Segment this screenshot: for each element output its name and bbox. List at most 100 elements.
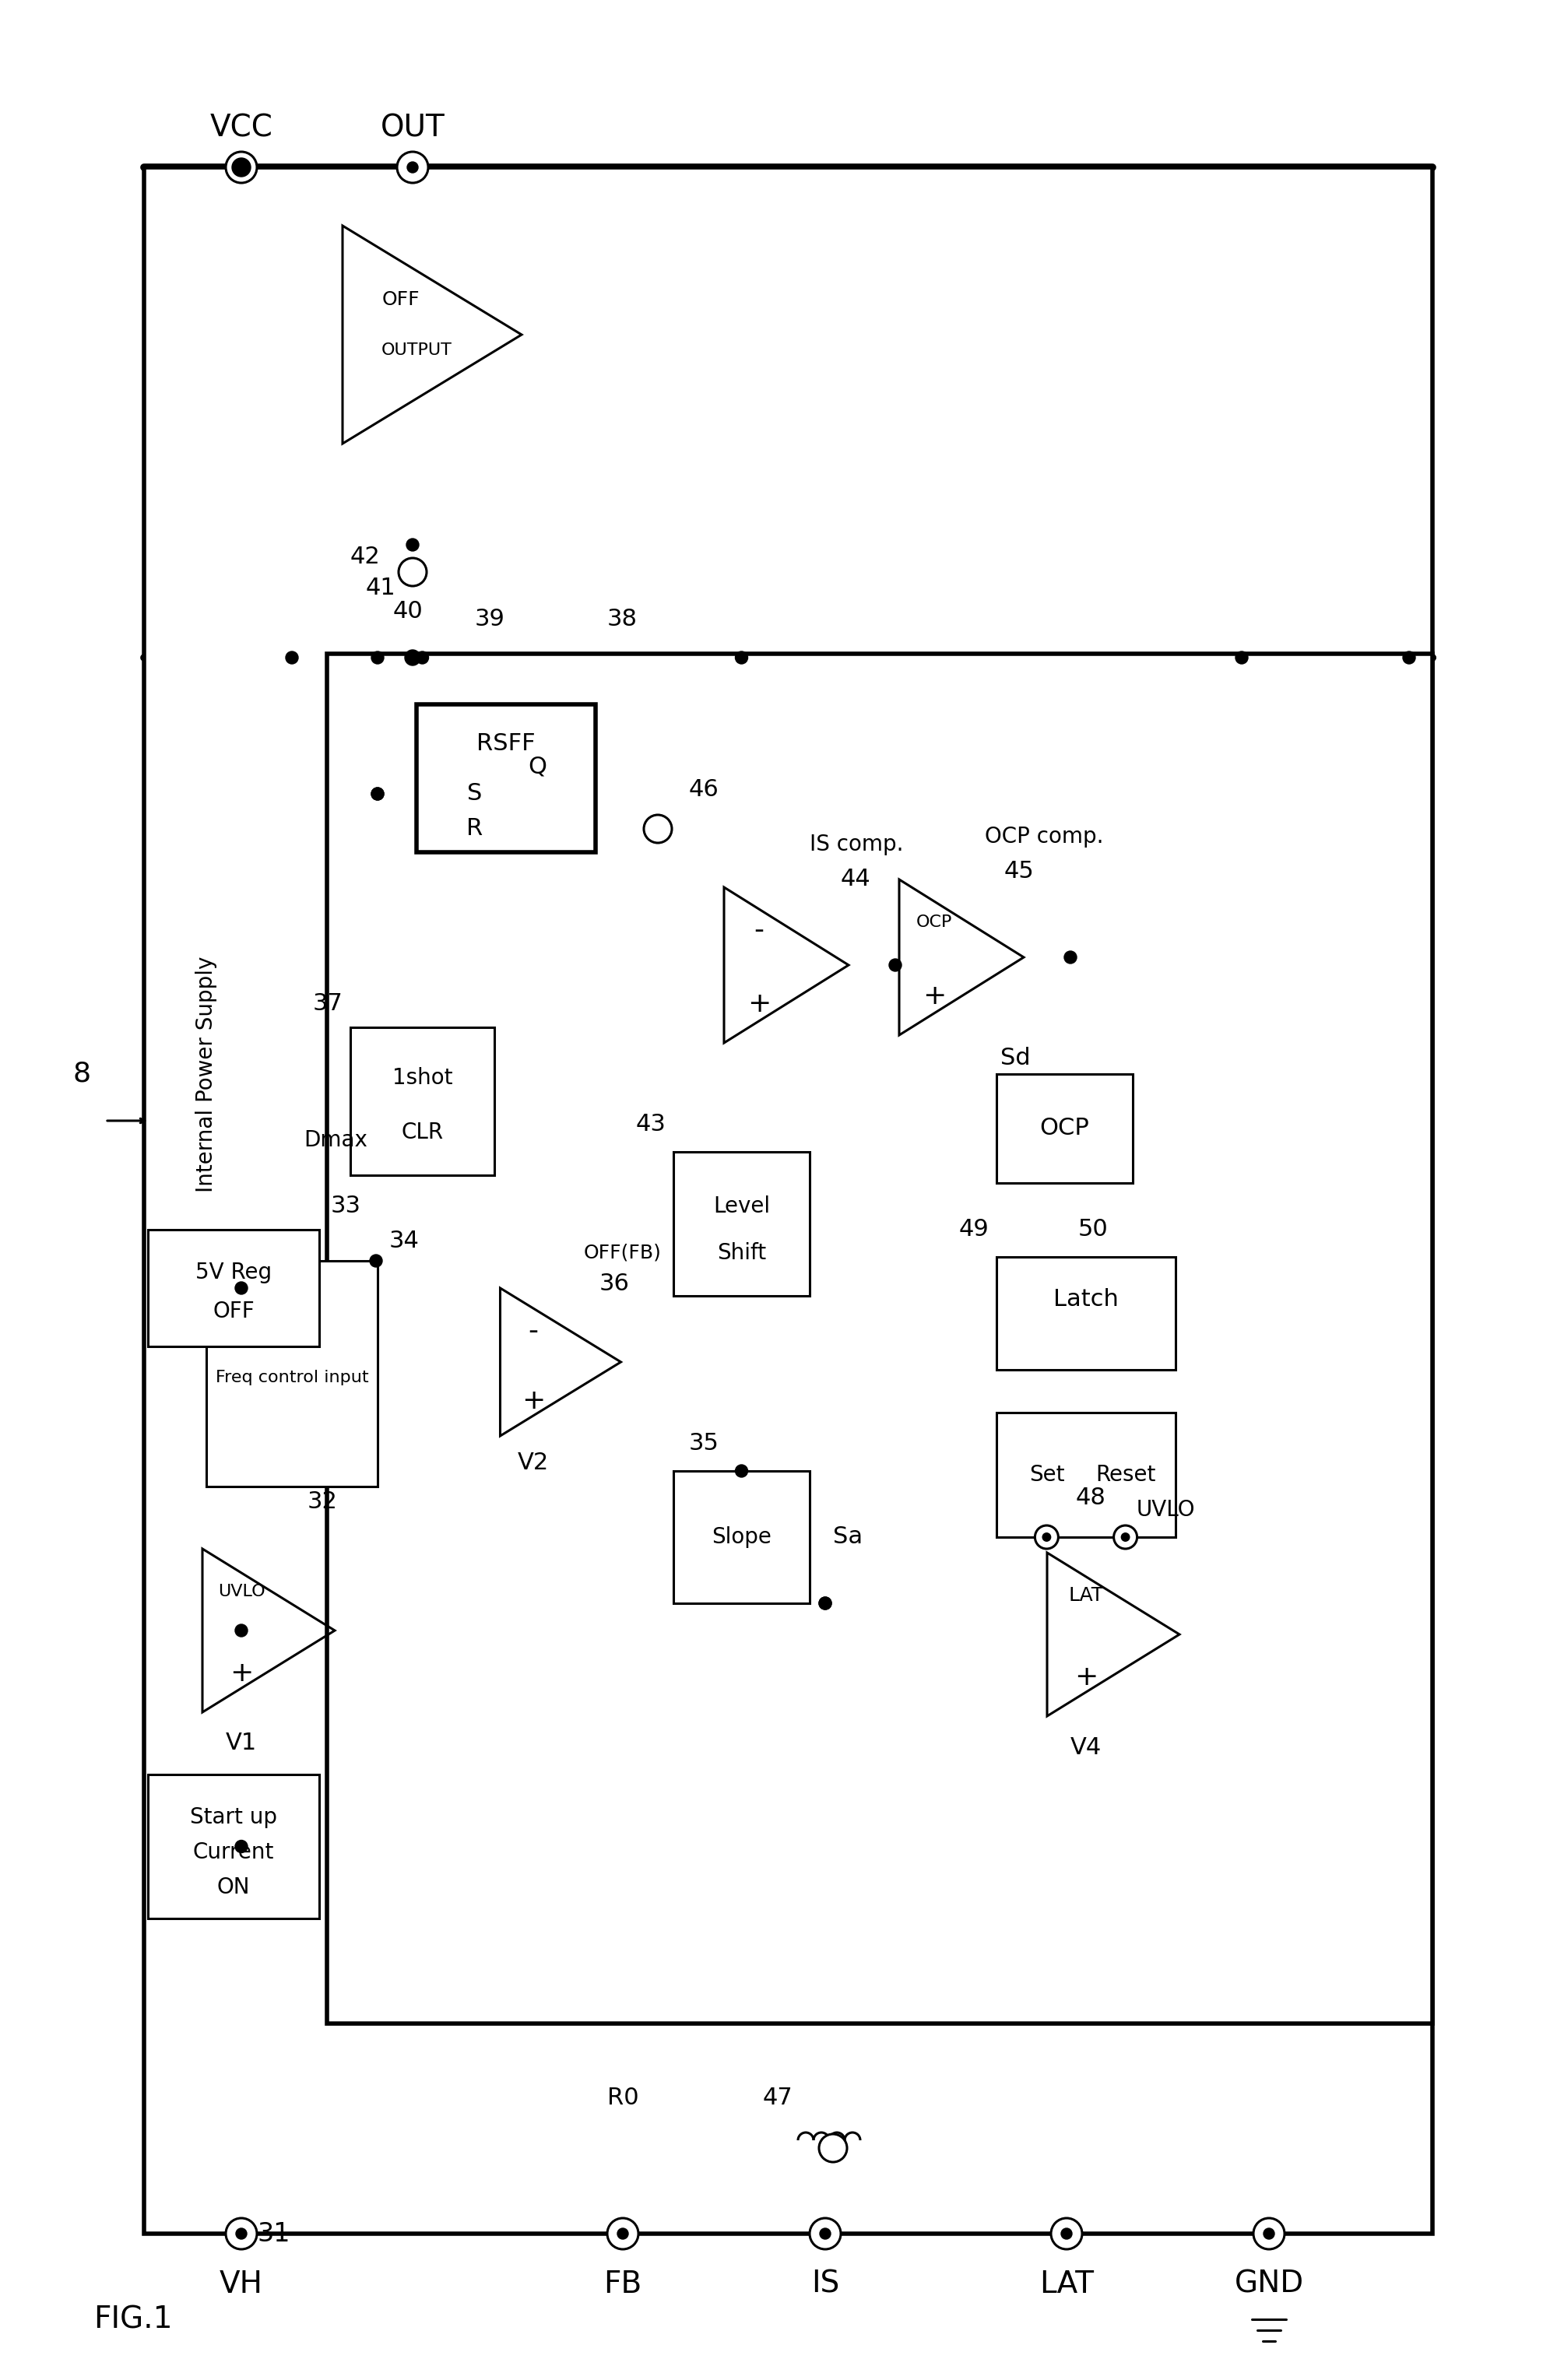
Circle shape [1060,2228,1071,2240]
Text: Sd: Sd [1000,1047,1029,1069]
Text: +: + [1074,1664,1097,1690]
Circle shape [1042,1533,1051,1542]
Text: Set: Set [1028,1464,1063,1485]
Text: 37: 37 [312,992,343,1016]
Text: +: + [921,983,946,1009]
Text: R: R [466,819,483,840]
Text: Slope: Slope [711,1526,772,1547]
Text: Current: Current [193,1842,275,1864]
Text: Shift: Shift [716,1242,765,1264]
Text: CLR: CLR [401,1121,443,1142]
Circle shape [819,1597,832,1609]
Circle shape [1063,952,1075,964]
Text: GND: GND [1234,2271,1302,2299]
Text: VH: VH [219,2271,262,2299]
Circle shape [235,1840,247,1852]
Text: UVLO: UVLO [1136,1499,1194,1521]
Circle shape [225,2218,256,2249]
Circle shape [819,1597,832,1609]
Bar [417,704,596,852]
Circle shape [372,788,384,800]
Text: Freq control input: Freq control input [216,1371,369,1385]
Text: 40: 40 [393,600,423,621]
Circle shape [372,788,384,800]
Text: OFF: OFF [213,1299,255,1323]
Text: Reset: Reset [1094,1464,1156,1485]
Text: FIG.1: FIG.1 [94,2304,173,2335]
Circle shape [406,538,418,552]
Circle shape [643,814,671,843]
Text: 47: 47 [762,2087,793,2109]
Circle shape [734,652,747,664]
Circle shape [1403,652,1415,664]
Bar [995,1257,1174,1371]
Text: V2: V2 [517,1452,549,1476]
Bar [143,167,1432,2235]
Text: 35: 35 [688,1433,719,1454]
Text: 42: 42 [350,545,380,569]
Text: RSFF: RSFF [477,733,535,754]
Text: UVLO: UVLO [218,1583,265,1599]
Text: 50: 50 [1077,1219,1108,1240]
Circle shape [370,1254,383,1266]
Text: R0: R0 [606,2087,639,2109]
Text: OSC: OSC [267,1309,316,1330]
Text: 39: 39 [475,607,505,631]
Bar [148,1230,319,1347]
Text: 33: 33 [330,1195,361,1219]
Text: Sa: Sa [833,1526,863,1549]
Text: Internal Power Supply: Internal Power Supply [196,957,218,1192]
Text: 48: 48 [1074,1488,1105,1509]
Circle shape [889,959,901,971]
Bar [673,1152,809,1295]
Text: 34: 34 [389,1230,420,1252]
Text: 36: 36 [599,1273,630,1295]
Text: LAT: LAT [1068,1585,1103,1604]
Text: 1shot: 1shot [392,1066,452,1088]
Circle shape [1051,2218,1082,2249]
Text: 49: 49 [958,1219,988,1240]
Text: VCC: VCC [210,114,273,143]
Text: FB: FB [603,2271,642,2299]
Bar [995,1414,1174,1537]
Text: +: + [522,1388,545,1414]
Text: ON: ON [218,1875,250,1899]
Text: -: - [528,1319,539,1345]
Bar [207,1261,378,1488]
Circle shape [1262,2228,1275,2240]
Text: 5V Reg: 5V Reg [196,1261,272,1283]
Circle shape [617,2228,628,2240]
Text: 44: 44 [841,869,870,890]
Text: 8: 8 [73,1061,91,1088]
Circle shape [231,157,250,176]
Text: Level: Level [713,1195,770,1216]
Text: 31: 31 [256,2221,290,2247]
Text: Latch: Latch [1052,1288,1119,1311]
Text: S: S [468,783,483,804]
Circle shape [236,162,247,174]
Circle shape [1113,1526,1137,1549]
Text: OUTPUT: OUTPUT [381,343,452,357]
Circle shape [285,652,298,664]
Bar [350,1028,494,1176]
Text: -: - [753,916,764,942]
Bar [148,1775,319,1918]
Text: 46: 46 [688,778,719,802]
Circle shape [397,152,427,183]
Text: OCP: OCP [1040,1116,1089,1140]
Circle shape [1253,2218,1284,2249]
Text: 41: 41 [366,576,397,600]
Text: V1: V1 [225,1733,256,1754]
Circle shape [225,152,256,183]
Text: LAT: LAT [1038,2271,1094,2299]
Text: OFF(FB): OFF(FB) [583,1245,662,1261]
Circle shape [404,650,420,666]
Text: 32: 32 [307,1490,338,1514]
Circle shape [236,2228,247,2240]
Text: IS comp.: IS comp. [809,833,903,854]
Text: Dmax: Dmax [304,1128,367,1152]
Circle shape [407,162,418,174]
Text: 43: 43 [636,1114,665,1135]
Text: IS: IS [810,2271,839,2299]
Circle shape [606,2218,639,2249]
